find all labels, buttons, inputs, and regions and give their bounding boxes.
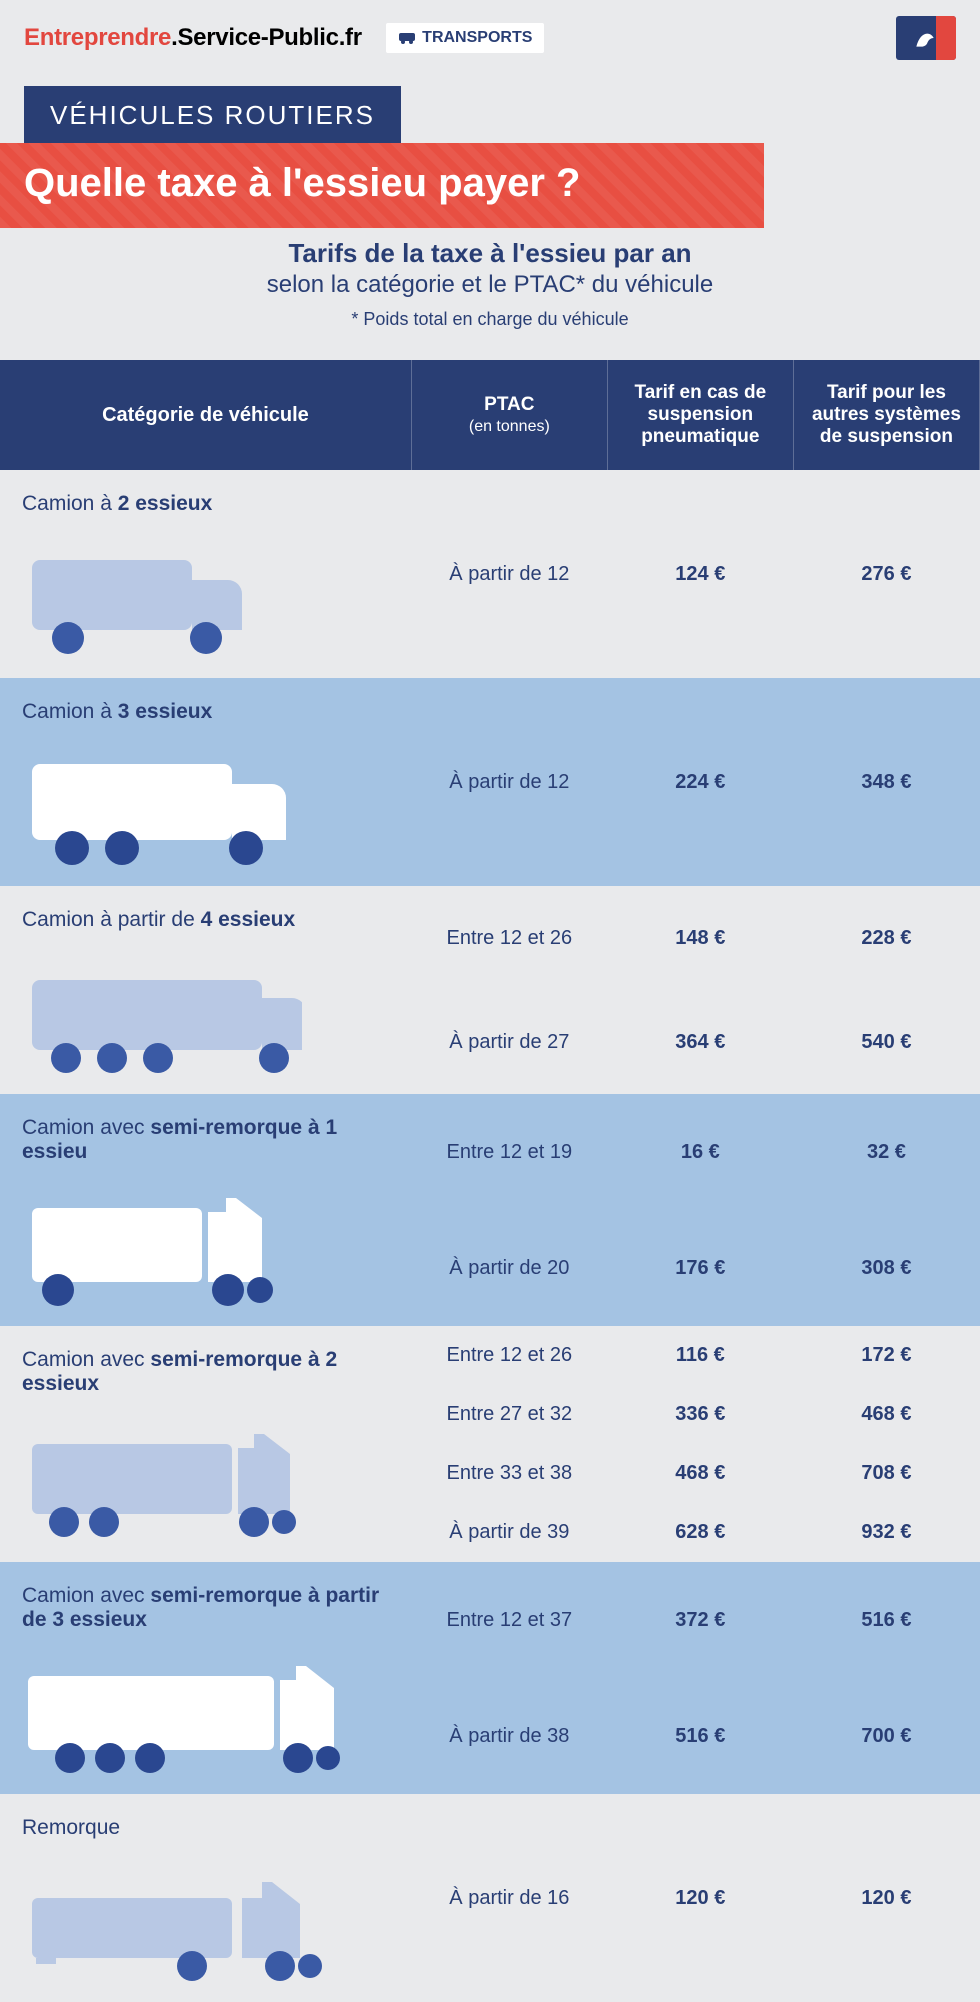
table-row: Camion à 2 essieux À partir de 12 124 € … <box>0 470 980 678</box>
tariff-table: Catégorie de véhicule PTAC (en tonnes) T… <box>0 360 980 2002</box>
section-chip: VÉHICULES ROUTIERS <box>24 86 401 145</box>
category-cell: Camion à partir de 4 essieux <box>0 886 411 1094</box>
tariff1-cell: 176 € <box>607 1210 793 1326</box>
category-label: Remorque <box>22 1816 389 1840</box>
ptac-cell: Entre 12 et 26 <box>411 1326 607 1385</box>
ptac-cell: À partir de 12 <box>411 678 607 886</box>
ptac-cell: Entre 27 et 32 <box>411 1385 607 1444</box>
brand-rest: .Service-Public.fr <box>171 24 362 51</box>
category-label: Camion avec semi-remorque à 2 essieux <box>22 1348 389 1396</box>
tariff1-cell: 336 € <box>607 1385 793 1444</box>
tariff1-cell: 16 € <box>607 1094 793 1210</box>
ptac-cell: À partir de 38 <box>411 1678 607 1794</box>
truck-icon <box>22 1410 312 1540</box>
truck-illustration <box>22 1410 389 1540</box>
intro: Tarifs de la taxe à l'essieu par an selo… <box>0 228 980 330</box>
marianne-icon <box>912 25 938 51</box>
tariff2-cell: 308 € <box>793 1210 979 1326</box>
tariff2-cell: 276 € <box>793 470 979 678</box>
brand-accent: Entreprendre <box>24 24 171 51</box>
table-header-row: Catégorie de véhicule PTAC (en tonnes) T… <box>0 360 980 470</box>
topbar: Entreprendre.Service-Public.fr TRANSPORT… <box>0 0 980 70</box>
category-label: Camion à partir de 4 essieux <box>22 908 389 932</box>
intro-line2: selon la catégorie et le PTAC* du véhicu… <box>24 271 956 299</box>
category-cell: Remorque <box>0 1794 411 2002</box>
col-header-ptac: PTAC (en tonnes) <box>411 360 607 470</box>
tariff1-cell: 372 € <box>607 1562 793 1678</box>
truck-illustration <box>22 738 389 868</box>
category-cell: Camion avec semi-remorque à 1 essieu <box>0 1094 411 1326</box>
table-row: Camion avec semi-remorque à partir de 3 … <box>0 1562 980 1678</box>
tariff2-cell: 932 € <box>793 1503 979 1562</box>
truck-icon <box>22 1178 302 1308</box>
french-gov-logo <box>896 16 956 60</box>
tariff1-cell: 224 € <box>607 678 793 886</box>
table-row: Remorque À partir de 16 120 € 120 € <box>0 1794 980 2002</box>
tariff2-cell: 172 € <box>793 1326 979 1385</box>
tariff2-cell: 700 € <box>793 1678 979 1794</box>
ptac-cell: À partir de 12 <box>411 470 607 678</box>
tariff1-cell: 148 € <box>607 886 793 990</box>
category-label: Camion à 2 essieux <box>22 492 389 516</box>
category-cell: Camion à 2 essieux <box>0 470 411 678</box>
category-cell: Camion avec semi-remorque à partir de 3 … <box>0 1562 411 1794</box>
brand: Entreprendre.Service-Public.fr <box>24 24 368 51</box>
truck-icon <box>22 738 302 868</box>
category-label: Camion avec semi-remorque à partir de 3 … <box>22 1584 389 1632</box>
truck-illustration <box>22 1854 389 1984</box>
truck-illustration <box>22 1178 389 1308</box>
ptac-cell: Entre 33 et 38 <box>411 1444 607 1503</box>
table-row: Camion à partir de 4 essieux Entre 12 et… <box>0 886 980 990</box>
col-header-category: Catégorie de véhicule <box>0 360 411 470</box>
tariff2-cell: 32 € <box>793 1094 979 1210</box>
table-row: Camion avec semi-remorque à 2 essieux En… <box>0 1326 980 1385</box>
ptac-cell: Entre 12 et 37 <box>411 1562 607 1678</box>
transports-label: TRANSPORTS <box>422 29 532 47</box>
tariff2-cell: 120 € <box>793 1794 979 2002</box>
truck-illustration <box>22 946 389 1076</box>
col-header-tariff2: Tarif pour les autres systèmes de suspen… <box>793 360 979 470</box>
tariff2-cell: 348 € <box>793 678 979 886</box>
bus-icon <box>398 31 416 45</box>
tariff1-cell: 124 € <box>607 470 793 678</box>
ptac-cell: Entre 12 et 26 <box>411 886 607 990</box>
category-label: Camion à 3 essieux <box>22 700 389 724</box>
tariff2-cell: 468 € <box>793 1385 979 1444</box>
ptac-cell: À partir de 16 <box>411 1794 607 2002</box>
tariff1-cell: 628 € <box>607 1503 793 1562</box>
transports-badge: TRANSPORTS <box>386 23 544 53</box>
tariff2-cell: 708 € <box>793 1444 979 1503</box>
tariff1-cell: 364 € <box>607 990 793 1094</box>
truck-icon <box>22 530 302 660</box>
ptac-cell: Entre 12 et 19 <box>411 1094 607 1210</box>
ptac-cell: À partir de 27 <box>411 990 607 1094</box>
table-row: Camion à 3 essieux À partir de 12 224 € … <box>0 678 980 886</box>
tariff1-cell: 516 € <box>607 1678 793 1794</box>
truck-icon <box>22 1854 352 1984</box>
tariff2-cell: 540 € <box>793 990 979 1094</box>
intro-line1: Tarifs de la taxe à l'essieu par an <box>24 238 956 269</box>
tariff1-cell: 120 € <box>607 1794 793 2002</box>
truck-icon <box>22 1646 352 1776</box>
tariff2-cell: 228 € <box>793 886 979 990</box>
table-row: Camion avec semi-remorque à 1 essieu Ent… <box>0 1094 980 1210</box>
col-header-tariff1: Tarif en cas de suspension pneumatique <box>607 360 793 470</box>
truck-illustration <box>22 1646 389 1776</box>
ptac-cell: À partir de 20 <box>411 1210 607 1326</box>
category-label: Camion avec semi-remorque à 1 essieu <box>22 1116 389 1164</box>
truck-icon <box>22 946 302 1076</box>
infographic-root: Entreprendre.Service-Public.fr TRANSPORT… <box>0 0 980 2002</box>
brand-block: Entreprendre.Service-Public.fr TRANSPORT… <box>24 23 544 53</box>
tariff1-cell: 116 € <box>607 1326 793 1385</box>
title-banner: Quelle taxe à l'essieu payer ? <box>0 143 764 228</box>
truck-illustration <box>22 530 389 660</box>
tariff2-cell: 516 € <box>793 1562 979 1678</box>
category-cell: Camion avec semi-remorque à 2 essieux <box>0 1326 411 1562</box>
intro-note: * Poids total en charge du véhicule <box>24 309 956 330</box>
category-cell: Camion à 3 essieux <box>0 678 411 886</box>
ptac-cell: À partir de 39 <box>411 1503 607 1562</box>
tariff1-cell: 468 € <box>607 1444 793 1503</box>
title-block: VÉHICULES ROUTIERS Quelle taxe à l'essie… <box>0 70 980 360</box>
